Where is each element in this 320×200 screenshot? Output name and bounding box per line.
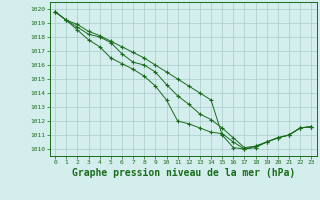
- X-axis label: Graphe pression niveau de la mer (hPa): Graphe pression niveau de la mer (hPa): [72, 168, 295, 178]
